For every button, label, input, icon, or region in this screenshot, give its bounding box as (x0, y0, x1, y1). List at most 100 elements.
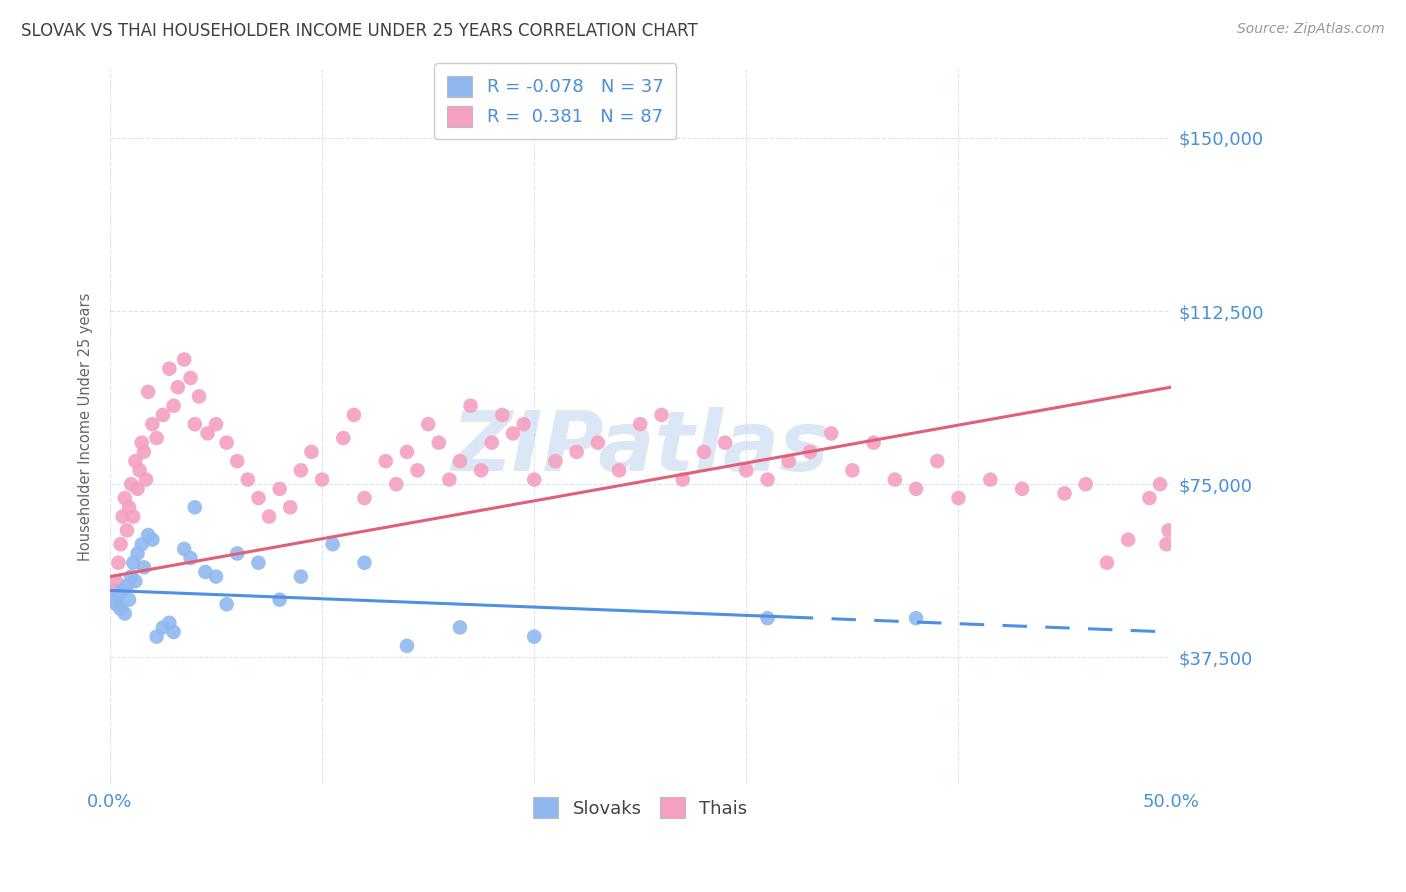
Point (180, 371, 202, 385)
Point (586, 435, 609, 450)
Point (145, 630, 167, 644)
Point (353, 491, 375, 505)
Point (544, 454, 567, 468)
Point (628, 417, 651, 432)
Point (927, 454, 949, 468)
Point (322, 537, 344, 551)
Point (145, 431, 167, 445)
Point (523, 473, 546, 487)
Point (290, 463, 312, 477)
Point (188, 389, 211, 403)
Point (693, 445, 716, 459)
Point (180, 551, 202, 566)
Point (481, 435, 503, 450)
Point (269, 482, 291, 496)
Point (1139, 491, 1161, 505)
Point (141, 533, 163, 547)
Text: Source: ZipAtlas.com: Source: ZipAtlas.com (1237, 22, 1385, 37)
Point (107, 556, 129, 570)
Point (131, 537, 153, 551)
Point (118, 592, 141, 607)
Point (460, 399, 482, 413)
Point (278, 500, 301, 515)
Point (1095, 556, 1118, 570)
Point (343, 408, 366, 422)
Text: SLOVAK VS THAI HOUSEHOLDER INCOME UNDER 25 YEARS CORRELATION CHART: SLOVAK VS THAI HOUSEHOLDER INCOME UNDER … (21, 22, 697, 40)
Point (114, 607, 136, 621)
Point (115, 579, 138, 593)
Point (162, 625, 184, 640)
Point (136, 384, 159, 399)
Point (311, 473, 333, 487)
Point (862, 435, 884, 450)
Point (799, 445, 821, 459)
Point (173, 541, 195, 556)
Point (194, 565, 217, 579)
Point (565, 445, 588, 459)
Point (103, 583, 125, 598)
Point (127, 547, 149, 561)
Point (157, 615, 180, 630)
Point (110, 602, 132, 616)
Point (449, 620, 471, 634)
Point (406, 463, 429, 477)
Point (672, 473, 695, 487)
Point (290, 569, 312, 583)
Point (449, 454, 471, 468)
Point (778, 454, 800, 468)
Point (131, 435, 153, 450)
Point (979, 473, 1001, 487)
Legend: Slovaks, Thais: Slovaks, Thais (526, 790, 755, 825)
Point (215, 597, 238, 611)
Point (418, 417, 440, 432)
Point (152, 620, 174, 634)
Point (948, 491, 970, 505)
Y-axis label: Householder Income Under 25 years: Householder Income Under 25 years (79, 293, 93, 561)
Point (120, 569, 142, 583)
Point (714, 435, 737, 450)
Point (157, 361, 180, 376)
Point (756, 473, 779, 487)
Point (395, 639, 418, 653)
Point (124, 574, 146, 589)
Point (332, 431, 354, 445)
Point (173, 352, 195, 367)
Point (470, 463, 492, 477)
Point (353, 556, 375, 570)
Point (197, 426, 219, 441)
Point (205, 569, 228, 583)
Point (136, 528, 159, 542)
Point (132, 445, 155, 459)
Point (236, 473, 259, 487)
Point (105, 574, 128, 589)
Point (103, 592, 125, 607)
Point (491, 408, 513, 422)
Point (374, 454, 396, 468)
Point (650, 408, 672, 422)
Point (1116, 533, 1139, 547)
Point (735, 463, 758, 477)
Point (1074, 477, 1097, 491)
Point (114, 491, 136, 505)
Point (122, 509, 145, 524)
Point (226, 454, 249, 468)
Point (502, 426, 524, 441)
Point (122, 556, 145, 570)
Point (115, 524, 138, 538)
Point (111, 509, 134, 524)
Point (226, 547, 249, 561)
Point (184, 500, 207, 515)
Point (111, 583, 134, 598)
Point (1053, 486, 1076, 500)
Point (395, 445, 418, 459)
Point (883, 473, 905, 487)
Point (607, 463, 630, 477)
Point (118, 500, 141, 515)
Point (756, 611, 779, 625)
Point (385, 477, 408, 491)
Point (127, 482, 149, 496)
Point (427, 435, 450, 450)
Point (820, 426, 842, 441)
Point (512, 417, 534, 432)
Text: ZIPatlas: ZIPatlas (451, 408, 830, 489)
